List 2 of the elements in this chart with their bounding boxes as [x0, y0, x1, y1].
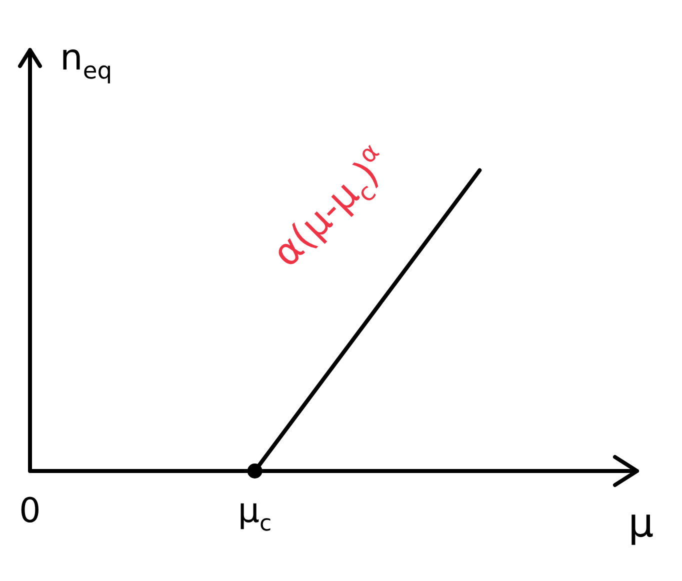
x-tick-label: 0 — [19, 490, 41, 531]
x-axis-title: μ — [628, 500, 654, 546]
